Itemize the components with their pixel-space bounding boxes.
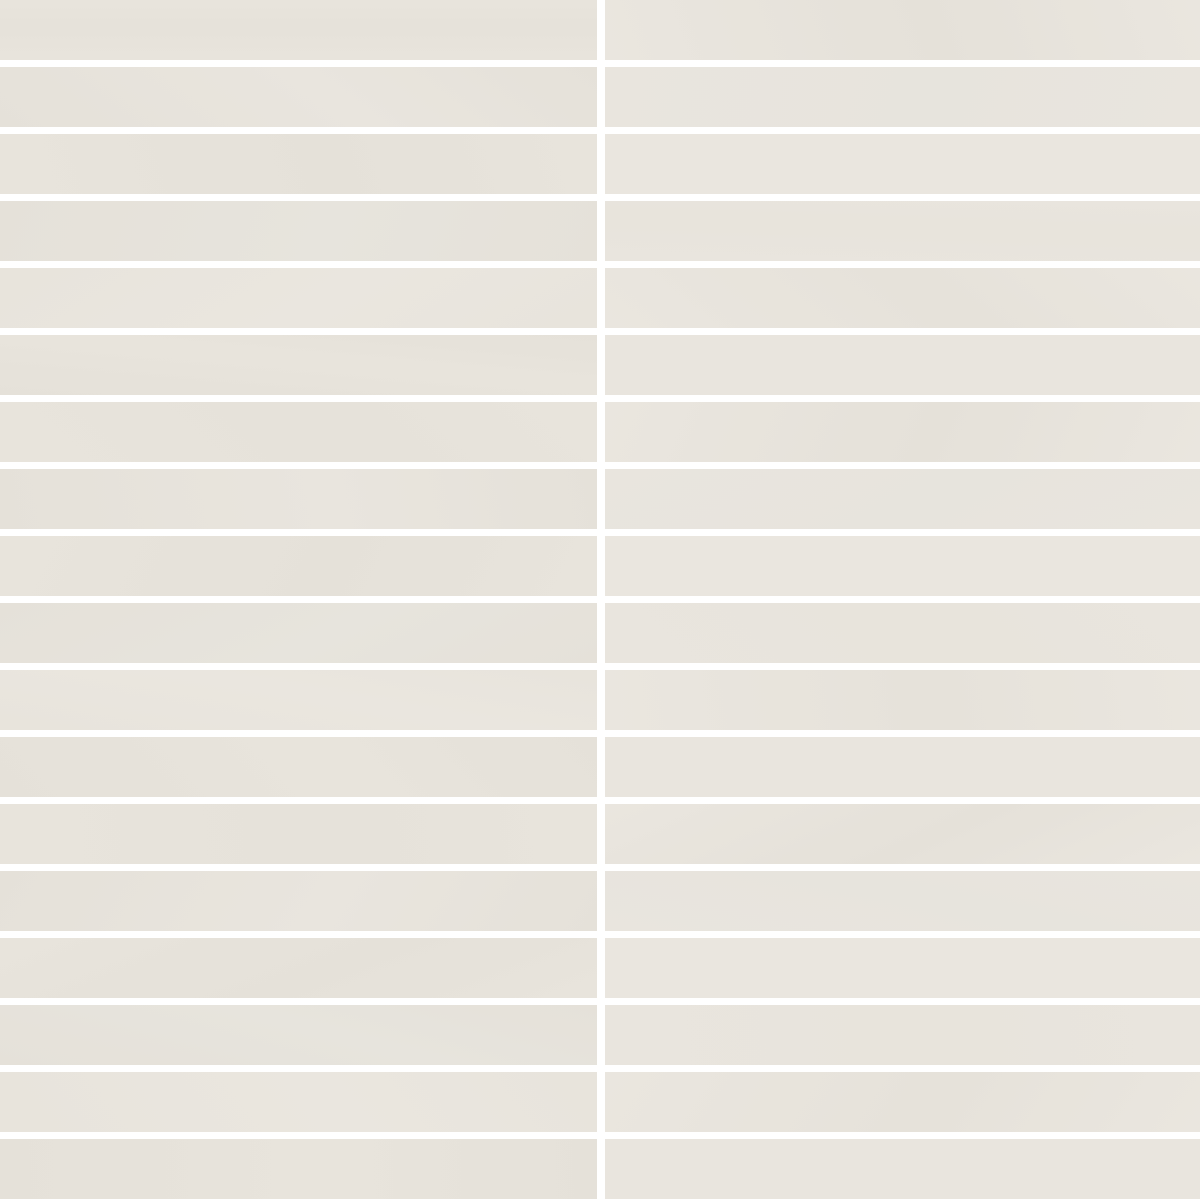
tile — [605, 134, 1200, 194]
tile — [605, 804, 1200, 864]
tile — [605, 268, 1200, 328]
tile — [605, 0, 1200, 60]
tile — [605, 1072, 1200, 1132]
tile — [0, 1139, 597, 1199]
tile — [605, 737, 1200, 797]
tile — [605, 201, 1200, 261]
tile — [0, 670, 597, 730]
tile — [0, 469, 597, 529]
tile — [605, 670, 1200, 730]
tile — [605, 871, 1200, 931]
tile — [0, 0, 597, 60]
tile — [0, 938, 597, 998]
tile — [0, 67, 597, 127]
tile — [0, 1072, 597, 1132]
tile — [605, 938, 1200, 998]
tile — [605, 67, 1200, 127]
tile — [605, 469, 1200, 529]
tile — [0, 1005, 597, 1065]
tile — [605, 335, 1200, 395]
tile — [0, 871, 597, 931]
tile — [0, 737, 597, 797]
tile — [0, 536, 597, 596]
tile — [605, 402, 1200, 462]
tile — [0, 804, 597, 864]
tile — [605, 1139, 1200, 1199]
tile — [605, 603, 1200, 663]
tile — [605, 536, 1200, 596]
tile — [0, 402, 597, 462]
tile — [0, 201, 597, 261]
tile — [0, 268, 597, 328]
tile — [0, 335, 597, 395]
tile — [0, 603, 597, 663]
tile — [605, 1005, 1200, 1065]
tile — [0, 134, 597, 194]
